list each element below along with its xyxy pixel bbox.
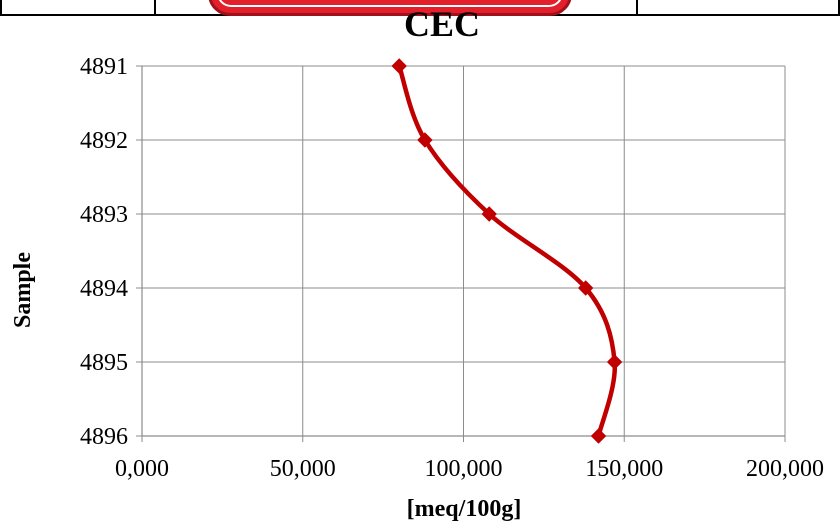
grid-layer bbox=[142, 65, 786, 436]
chart-title: CEC bbox=[404, 4, 480, 44]
series-layer bbox=[396, 63, 617, 439]
data-point-marker bbox=[391, 58, 407, 74]
data-point-marker bbox=[606, 354, 623, 370]
y-axis-label: Sample bbox=[10, 252, 36, 328]
data-point-marker bbox=[590, 428, 607, 444]
table-cell-border bbox=[636, 0, 638, 16]
marker-layer bbox=[391, 58, 623, 444]
label-layer: 0,000 50,000 100,000 150,000 200,000 4891 4892… bbox=[80, 54, 824, 482]
table-cell-border bbox=[154, 0, 156, 16]
x-tick-label: 100,000 bbox=[425, 456, 503, 482]
series-line bbox=[396, 63, 617, 439]
data-point-marker bbox=[481, 206, 497, 222]
y-tick-label: 4894 bbox=[80, 276, 128, 302]
y-tick-label: 4892 bbox=[80, 128, 128, 154]
x-tick-label: 0,000 bbox=[115, 456, 169, 482]
x-tick-label: 150,000 bbox=[585, 456, 663, 482]
axis-layer bbox=[136, 65, 786, 442]
data-point-marker bbox=[417, 132, 433, 148]
y-tick-label: 4891 bbox=[80, 54, 128, 80]
y-tick-label: 4893 bbox=[80, 202, 128, 228]
x-tick-label: 200,000 bbox=[746, 456, 824, 482]
x-tick-label: 50,000 bbox=[270, 456, 336, 482]
y-tick-label: 4895 bbox=[80, 350, 128, 376]
x-axis-label: [meq/100g] bbox=[407, 496, 522, 522]
data-point-marker bbox=[577, 280, 594, 296]
table-cell-border bbox=[0, 0, 2, 16]
y-tick-label: 4896 bbox=[80, 424, 128, 450]
table-cell-border bbox=[838, 0, 840, 16]
